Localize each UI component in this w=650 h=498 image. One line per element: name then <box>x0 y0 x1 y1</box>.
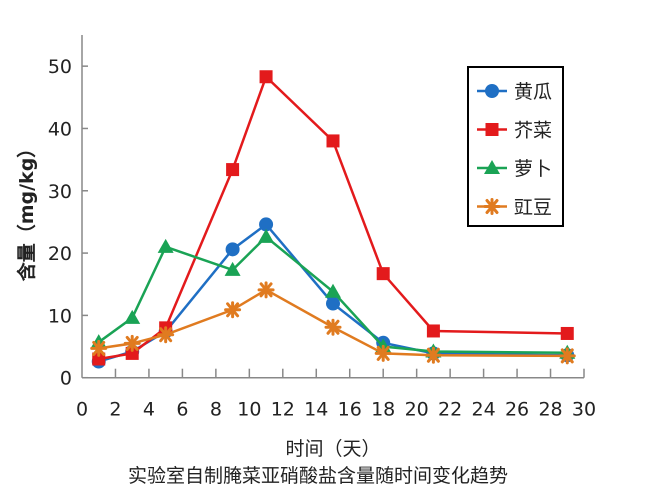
legend-label: 萝卜 <box>514 158 552 180</box>
y-tick-label: 20 <box>48 243 72 265</box>
data-point <box>376 267 390 281</box>
x-tick-label: 0 <box>76 399 88 421</box>
data-point <box>324 318 342 336</box>
data-point <box>426 324 440 338</box>
x-tick-label: 6 <box>176 399 188 421</box>
data-point <box>157 326 175 344</box>
x-tick-label: 26 <box>505 399 529 421</box>
data-point <box>258 228 275 243</box>
x-tick-label: 2 <box>109 399 121 421</box>
data-point <box>560 326 574 340</box>
y-tick-label: 10 <box>48 305 72 327</box>
x-tick-label: 12 <box>271 399 295 421</box>
legend-marker <box>485 123 499 136</box>
legend-marker <box>484 160 500 174</box>
legend-label: 黄瓜 <box>514 81 552 103</box>
legend-label: 豇豆 <box>514 197 552 219</box>
data-point <box>325 283 341 298</box>
chart-title: 实验室自制腌菜亚硝酸盐含量随时间变化趋势 <box>128 465 508 487</box>
data-point <box>374 344 392 362</box>
legend-marker <box>485 84 499 98</box>
legend-box <box>467 66 564 227</box>
data-point <box>226 163 240 177</box>
series-group <box>90 70 576 369</box>
data-point <box>90 339 108 357</box>
y-axis-label: 含量（mg/kg） <box>15 139 38 282</box>
data-point <box>157 238 174 253</box>
series-豇豆 <box>90 281 576 365</box>
x-tick-label: 10 <box>237 399 261 421</box>
data-point <box>326 296 340 311</box>
x-tick-label: 18 <box>371 399 395 421</box>
data-point <box>424 346 442 364</box>
data-point <box>558 347 576 365</box>
data-point <box>224 261 241 276</box>
x-tick-label: 4 <box>143 399 155 421</box>
x-tick-label: 16 <box>338 399 362 421</box>
legend-label: 芥菜 <box>514 120 552 142</box>
data-point <box>257 281 275 299</box>
data-point <box>224 301 242 319</box>
x-tick-label: 30 <box>572 399 596 421</box>
x-tick-label: 24 <box>472 399 496 421</box>
x-axis-label: 时间（天） <box>285 438 380 460</box>
y-tick-label: 50 <box>48 56 72 78</box>
data-point <box>259 217 274 232</box>
x-tick-label: 28 <box>538 399 562 421</box>
x-tick-label: 20 <box>405 399 429 421</box>
y-tick-label: 30 <box>48 181 72 203</box>
data-point <box>123 334 141 352</box>
x-tick-label: 8 <box>210 399 222 421</box>
series-芥菜 <box>92 70 574 366</box>
y-tick-label: 0 <box>60 368 72 390</box>
y-tick-label: 40 <box>48 118 72 140</box>
data-point <box>125 346 139 360</box>
x-tick-label: 14 <box>304 399 328 421</box>
data-point <box>124 309 141 324</box>
data-point <box>259 70 273 84</box>
data-point <box>225 242 240 257</box>
data-point <box>92 352 106 366</box>
data-point <box>326 134 340 148</box>
x-tick-label: 22 <box>438 399 462 421</box>
legend-marker <box>483 198 501 215</box>
